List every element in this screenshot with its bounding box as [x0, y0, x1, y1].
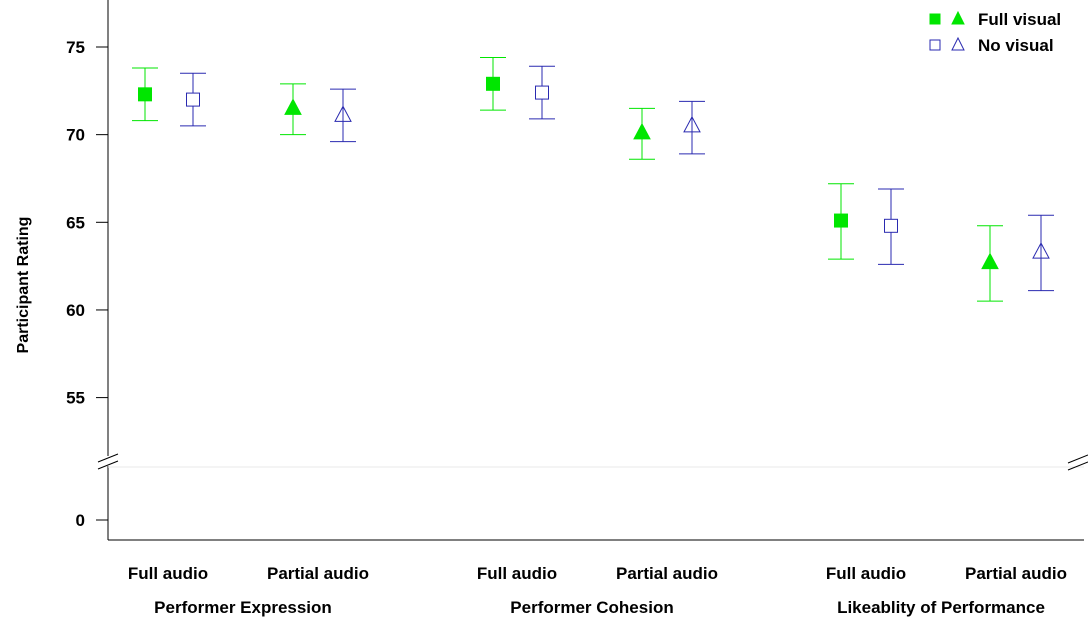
group-label: Performer Expression: [154, 598, 332, 617]
category-label: Partial audio: [965, 564, 1067, 583]
y-axis-title: Participant Rating: [15, 217, 32, 354]
y-tick-label: 60: [66, 301, 85, 320]
data-marks: [132, 57, 1054, 302]
category-label: Full audio: [826, 564, 906, 583]
point-no-visual-triangle: [1032, 242, 1050, 259]
error-bar: [679, 100, 705, 155]
point-full-visual-square: [486, 76, 500, 91]
point-no-visual-square: [186, 92, 200, 107]
point-full-visual-triangle: [633, 122, 651, 140]
x-labels: Performer Expression Full audio Partial au…: [128, 564, 1067, 617]
point-full-visual-square: [138, 87, 152, 102]
error-bar: [330, 88, 356, 143]
legend-label: No visual: [978, 36, 1054, 55]
point-no-visual-square: [884, 218, 898, 233]
point-full-visual-triangle: [284, 98, 302, 115]
legend-square-icon: [929, 39, 941, 51]
legend-label: Full visual: [978, 10, 1061, 29]
group-label: Performer Cohesion: [510, 598, 673, 617]
legend-item: Full visual: [929, 10, 1061, 29]
axis-break-left: [97, 453, 119, 470]
point-full-visual-square: [834, 213, 848, 228]
category-label: Partial audio: [616, 564, 718, 583]
y-tick-label: 75: [66, 38, 85, 57]
legend: Full visual No visual: [929, 10, 1061, 55]
group-label: Likeablity of Performance: [837, 598, 1045, 617]
category-label: Full audio: [477, 564, 557, 583]
y-tick-label: 65: [66, 213, 85, 232]
y-tick-label: 0: [76, 511, 85, 530]
legend-square-icon: [929, 13, 941, 25]
legend-item: No visual: [929, 36, 1054, 55]
axis-break-right: [1067, 454, 1088, 471]
axes: [97, 0, 1088, 541]
legend-triangle-icon: [951, 36, 965, 51]
point-no-visual-square: [535, 85, 549, 100]
point-no-visual-triangle: [334, 105, 352, 122]
category-label: Partial audio: [267, 564, 369, 583]
point-no-visual-triangle: [683, 115, 701, 133]
y-tick-label: 70: [66, 126, 85, 145]
y-ticks: 0 55 60 65 70 75: [66, 38, 108, 530]
y-tick-label: 55: [66, 389, 85, 408]
point-full-visual-triangle: [981, 252, 999, 270]
legend-triangle-icon: [951, 10, 965, 25]
error-bar: [1028, 214, 1054, 292]
category-label: Full audio: [128, 564, 208, 583]
